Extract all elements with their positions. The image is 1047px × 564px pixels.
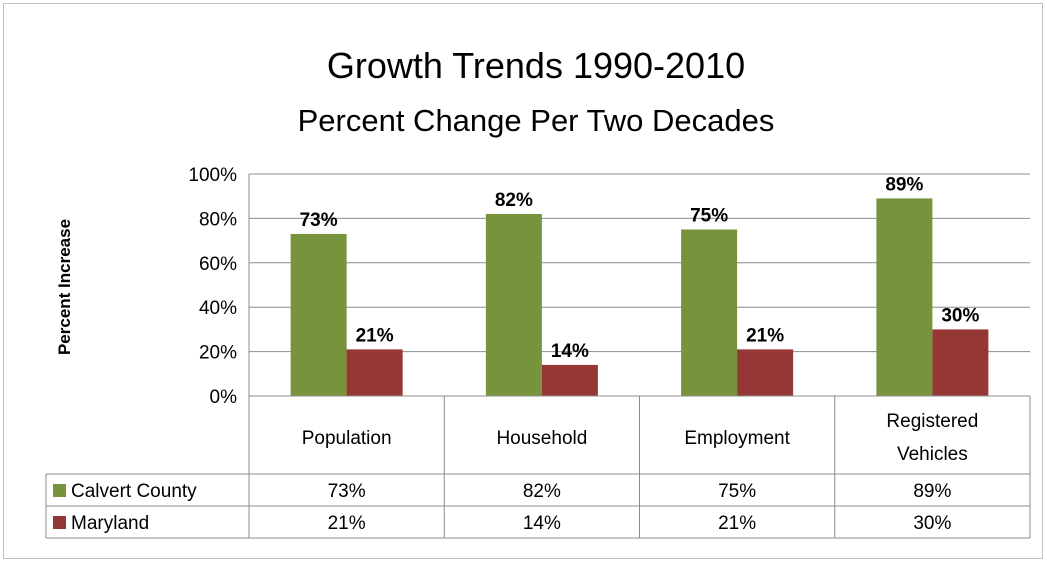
- bar-chart: Growth Trends 1990-2010 Percent Change P…: [45, 45, 1031, 539]
- bar: [932, 329, 989, 396]
- table-cell: 75%: [718, 481, 756, 502]
- data-label: 75%: [690, 206, 728, 227]
- bars: [290, 198, 989, 396]
- legend-series-name: Maryland: [71, 513, 149, 534]
- legend-series-name: Calvert County: [71, 481, 197, 502]
- x-category-label: Vehicles: [897, 444, 968, 465]
- table-cell: 30%: [913, 513, 951, 534]
- data-label: 82%: [495, 190, 533, 211]
- data-label: 21%: [356, 325, 394, 346]
- table-cell: 21%: [328, 513, 366, 534]
- bar: [290, 233, 347, 396]
- chart-title: Growth Trends 1990-2010: [327, 45, 745, 86]
- y-tick-label: 80%: [199, 209, 237, 230]
- y-axis-ticks: 0% 20% 40% 60% 80% 100%: [188, 165, 237, 408]
- data-label: 21%: [746, 325, 784, 346]
- data-table: Population Household Employment Registered V…: [45, 395, 1031, 539]
- bar: [541, 364, 598, 396]
- x-category-label: Employment: [684, 428, 790, 449]
- y-tick-label: 40%: [199, 298, 237, 319]
- table-cell: 73%: [328, 481, 366, 502]
- y-tick-label: 100%: [188, 165, 237, 186]
- table-cell: 14%: [523, 513, 561, 534]
- legend-swatch: [53, 484, 66, 497]
- bar: [346, 349, 403, 396]
- data-label: 89%: [885, 174, 923, 195]
- table-cell: 82%: [523, 481, 561, 502]
- y-tick-label: 60%: [199, 254, 237, 275]
- x-category-label: Population: [302, 428, 392, 449]
- y-tick-label: 0%: [210, 387, 238, 408]
- legend-swatch: [53, 516, 66, 529]
- chart-subtitle: Percent Change Per Two Decades: [298, 103, 775, 138]
- bar: [485, 213, 542, 396]
- data-labels: 73% 82% 75% 89% 21% 14% 21% 30%: [300, 174, 980, 362]
- table-cell: 21%: [718, 513, 756, 534]
- bar: [681, 229, 738, 396]
- table-cell: 89%: [913, 481, 951, 502]
- x-category-label: Household: [496, 428, 587, 449]
- y-tick-label: 20%: [199, 343, 237, 364]
- x-category-label: Registered: [886, 411, 978, 432]
- bar: [876, 198, 933, 396]
- y-axis-label: Percent Increase: [55, 219, 74, 355]
- bar: [737, 349, 794, 396]
- data-label: 14%: [551, 341, 589, 362]
- data-label: 30%: [941, 305, 979, 326]
- data-label: 73%: [300, 210, 338, 231]
- chart-frame: Growth Trends 1990-2010 Percent Change P…: [3, 3, 1043, 559]
